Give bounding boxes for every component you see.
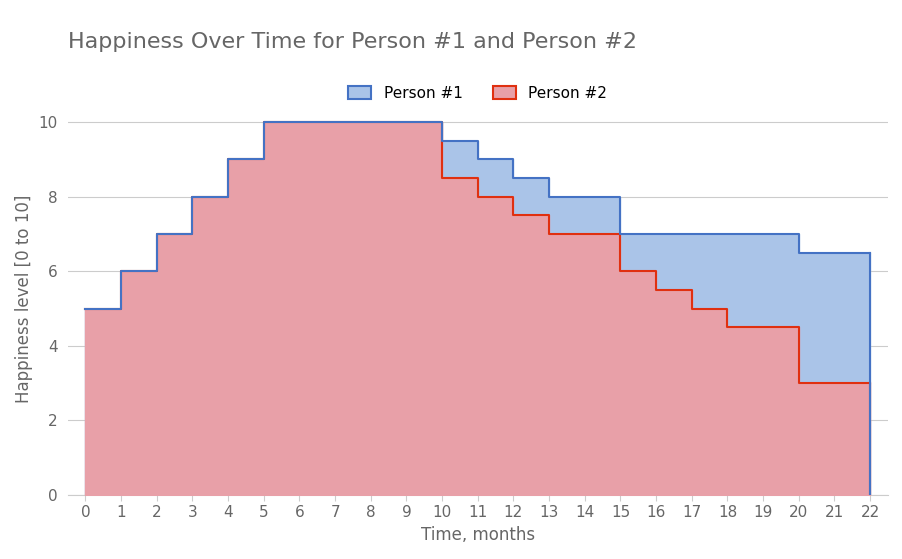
Y-axis label: Happiness level [0 to 10]: Happiness level [0 to 10]	[15, 195, 33, 404]
X-axis label: Time, months: Time, months	[420, 526, 534, 544]
Text: Happiness Over Time for Person #1 and Person #2: Happiness Over Time for Person #1 and Pe…	[68, 32, 636, 52]
Legend: Person #1, Person #2: Person #1, Person #2	[342, 79, 612, 107]
